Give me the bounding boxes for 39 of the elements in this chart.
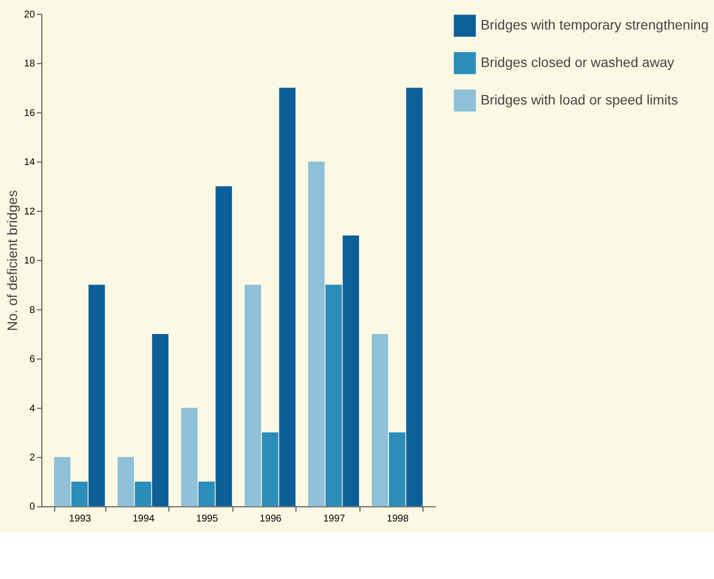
x-tick-label: 1995 xyxy=(196,514,219,525)
legend-label: Bridges with load or speed limits xyxy=(480,92,678,108)
bar xyxy=(342,235,360,506)
y-tick-label: 4 xyxy=(29,403,36,414)
y-tick-label: 18 xyxy=(24,58,36,70)
y-tick-label: 20 xyxy=(24,9,36,20)
x-tick-label: 1997 xyxy=(323,514,346,525)
bar xyxy=(244,284,262,506)
bar xyxy=(71,482,88,506)
y-tick-label: 2 xyxy=(29,452,35,464)
bar xyxy=(152,334,168,506)
bar xyxy=(54,457,70,506)
x-tick-label: 1998 xyxy=(386,514,410,525)
y-axis-title: No. of deficient bridges xyxy=(5,190,20,331)
bar xyxy=(198,482,215,506)
bar xyxy=(279,88,296,506)
y-tick-label: 0 xyxy=(29,502,36,513)
bar xyxy=(372,334,388,506)
y-tick-label: 12 xyxy=(24,206,35,218)
bar xyxy=(388,432,406,506)
bar xyxy=(262,432,278,506)
y-tick-label: 16 xyxy=(24,108,36,119)
bar xyxy=(118,457,134,506)
bar xyxy=(406,88,423,506)
bar xyxy=(216,186,232,506)
bar xyxy=(181,408,198,506)
bar xyxy=(308,162,325,506)
y-tick-label: 10 xyxy=(24,256,36,267)
legend-label: Bridges closed or washed away xyxy=(480,55,674,70)
y-tick-label: 6 xyxy=(29,354,36,366)
x-tick-label: 1994 xyxy=(132,514,155,525)
y-tick-label: 14 xyxy=(24,157,36,168)
bar xyxy=(88,284,105,506)
legend-label: Bridges with temporary strengthening xyxy=(480,18,709,33)
x-tick-label: 1996 xyxy=(260,514,282,525)
x-tick-label: 1993 xyxy=(69,514,92,525)
bar xyxy=(134,482,152,506)
y-tick-label: 8 xyxy=(29,304,36,316)
bar xyxy=(325,284,342,506)
